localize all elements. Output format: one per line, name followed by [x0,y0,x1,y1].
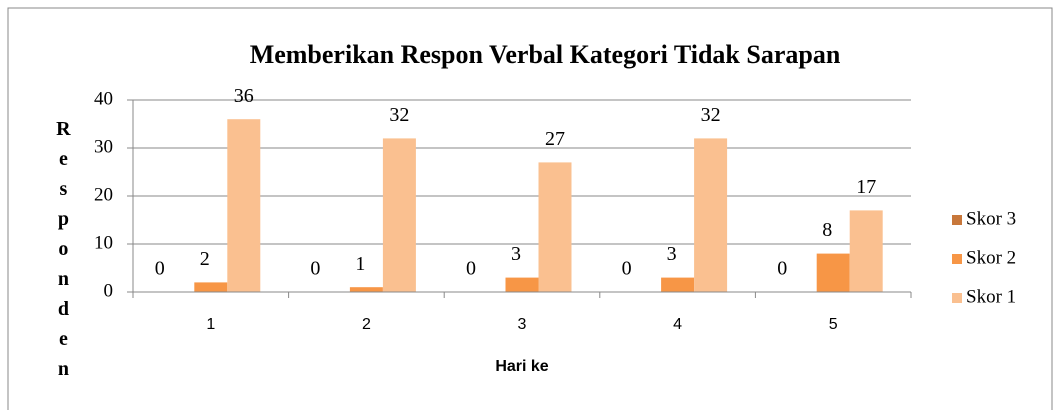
bar [661,277,695,292]
x-tick-label: 1 [206,316,215,333]
legend-label: Skor 2 [966,247,1016,268]
data-label: 0 [777,258,787,280]
data-label: 3 [511,243,521,265]
y-tick-label: 20 [94,184,113,205]
bar [816,253,850,292]
data-label: 27 [545,128,565,150]
data-label: 1 [355,253,365,275]
legend-swatch [952,293,962,303]
y-tick-label: 30 [94,136,113,157]
data-label: 8 [822,219,832,241]
x-tick-label: 3 [518,316,527,333]
x-tick-label: 2 [362,316,371,333]
data-label: 3 [667,243,677,265]
legend-swatch [952,254,962,264]
bar [349,287,383,292]
data-label: 0 [155,258,165,280]
data-label: 0 [466,258,476,280]
y-axis-label: Responden [52,118,74,388]
y-tick-label: 40 [94,88,113,109]
chart-title: Memberikan Respon Verbal Kategori Tidak … [250,40,841,69]
data-label: 0 [622,258,632,280]
bar [227,119,261,292]
bar [694,138,728,292]
data-label: 36 [234,85,254,107]
data-label: 17 [856,176,876,198]
y-tick-label: 10 [94,232,113,253]
y-tick-label: 0 [104,280,114,301]
data-label: 2 [200,248,210,270]
data-label: 0 [310,258,320,280]
data-label: 32 [701,104,721,126]
bar [382,138,416,292]
bar [849,210,883,292]
data-label: 32 [389,104,409,126]
chart-frame [7,7,1053,410]
bar [194,282,228,292]
bar [505,277,539,292]
bar [538,162,572,292]
x-axis-label: Hari ke [495,358,548,375]
legend-label: Skor 1 [966,286,1016,307]
x-tick-label: 5 [829,316,838,333]
legend-label: Skor 3 [966,208,1016,229]
x-tick-label: 4 [673,316,682,333]
legend-swatch [952,215,962,225]
